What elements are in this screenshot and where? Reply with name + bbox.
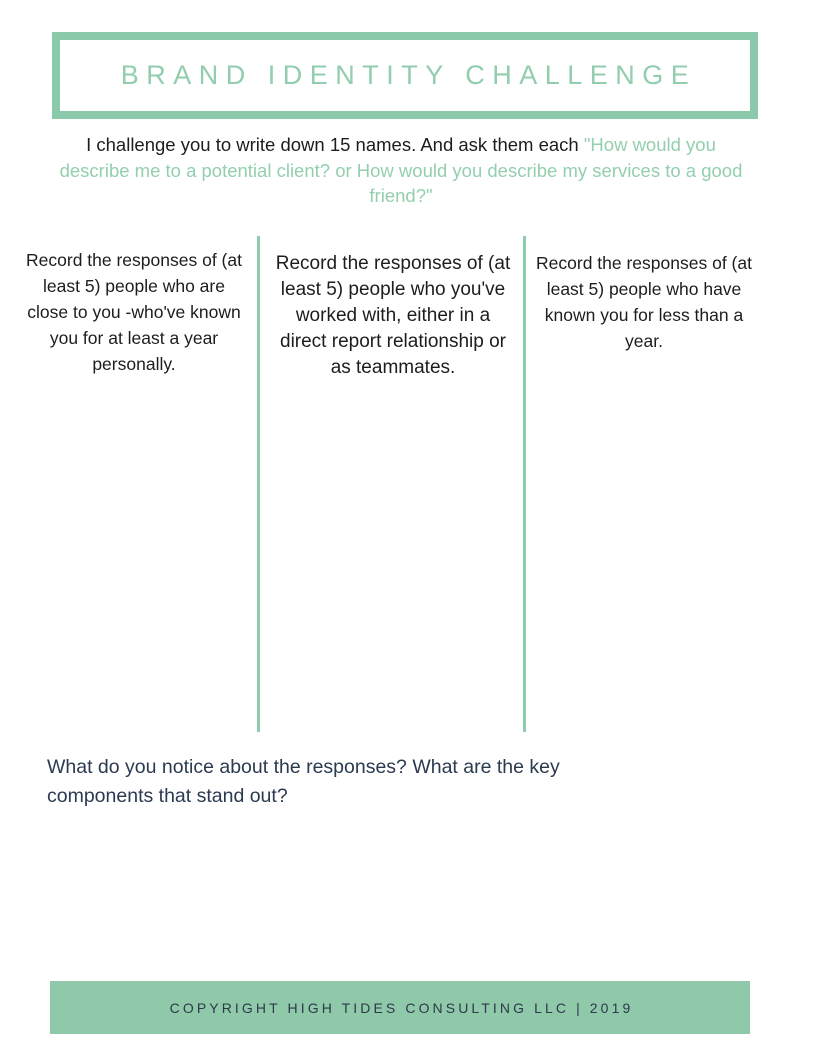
column-prompt-text: Record the responses of (at least 5) peo… xyxy=(26,250,242,374)
response-column-new-acquaintances[interactable]: Record the responses of (at least 5) peo… xyxy=(536,236,752,354)
column-divider-1 xyxy=(257,236,260,732)
column-prompt-text: Record the responses of (at least 5) peo… xyxy=(536,253,752,351)
column-divider-2 xyxy=(523,236,526,732)
challenge-instruction: I challenge you to write down 15 names. … xyxy=(56,132,746,209)
copyright-text: COPYRIGHT HIGH TIDES CONSULTING LLC | 20… xyxy=(169,999,634,1016)
header-banner: BRAND IDENTITY CHALLENGE xyxy=(52,32,758,119)
page-title: BRAND IDENTITY CHALLENGE xyxy=(120,60,697,90)
instruction-lead: I challenge you to write down 15 names. … xyxy=(86,134,584,155)
response-columns: Record the responses of (at least 5) peo… xyxy=(0,236,816,732)
response-column-close-contacts[interactable]: Record the responses of (at least 5) peo… xyxy=(22,236,246,377)
footer-bar: COPYRIGHT HIGH TIDES CONSULTING LLC | 20… xyxy=(50,981,750,1034)
reflection-question[interactable]: What do you notice about the responses? … xyxy=(47,756,560,807)
column-prompt-text: Record the responses of (at least 5) peo… xyxy=(275,253,511,378)
response-column-coworkers[interactable]: Record the responses of (at least 5) peo… xyxy=(272,236,514,381)
instruction-quote: "How would you describe me to a potentia… xyxy=(59,134,743,206)
